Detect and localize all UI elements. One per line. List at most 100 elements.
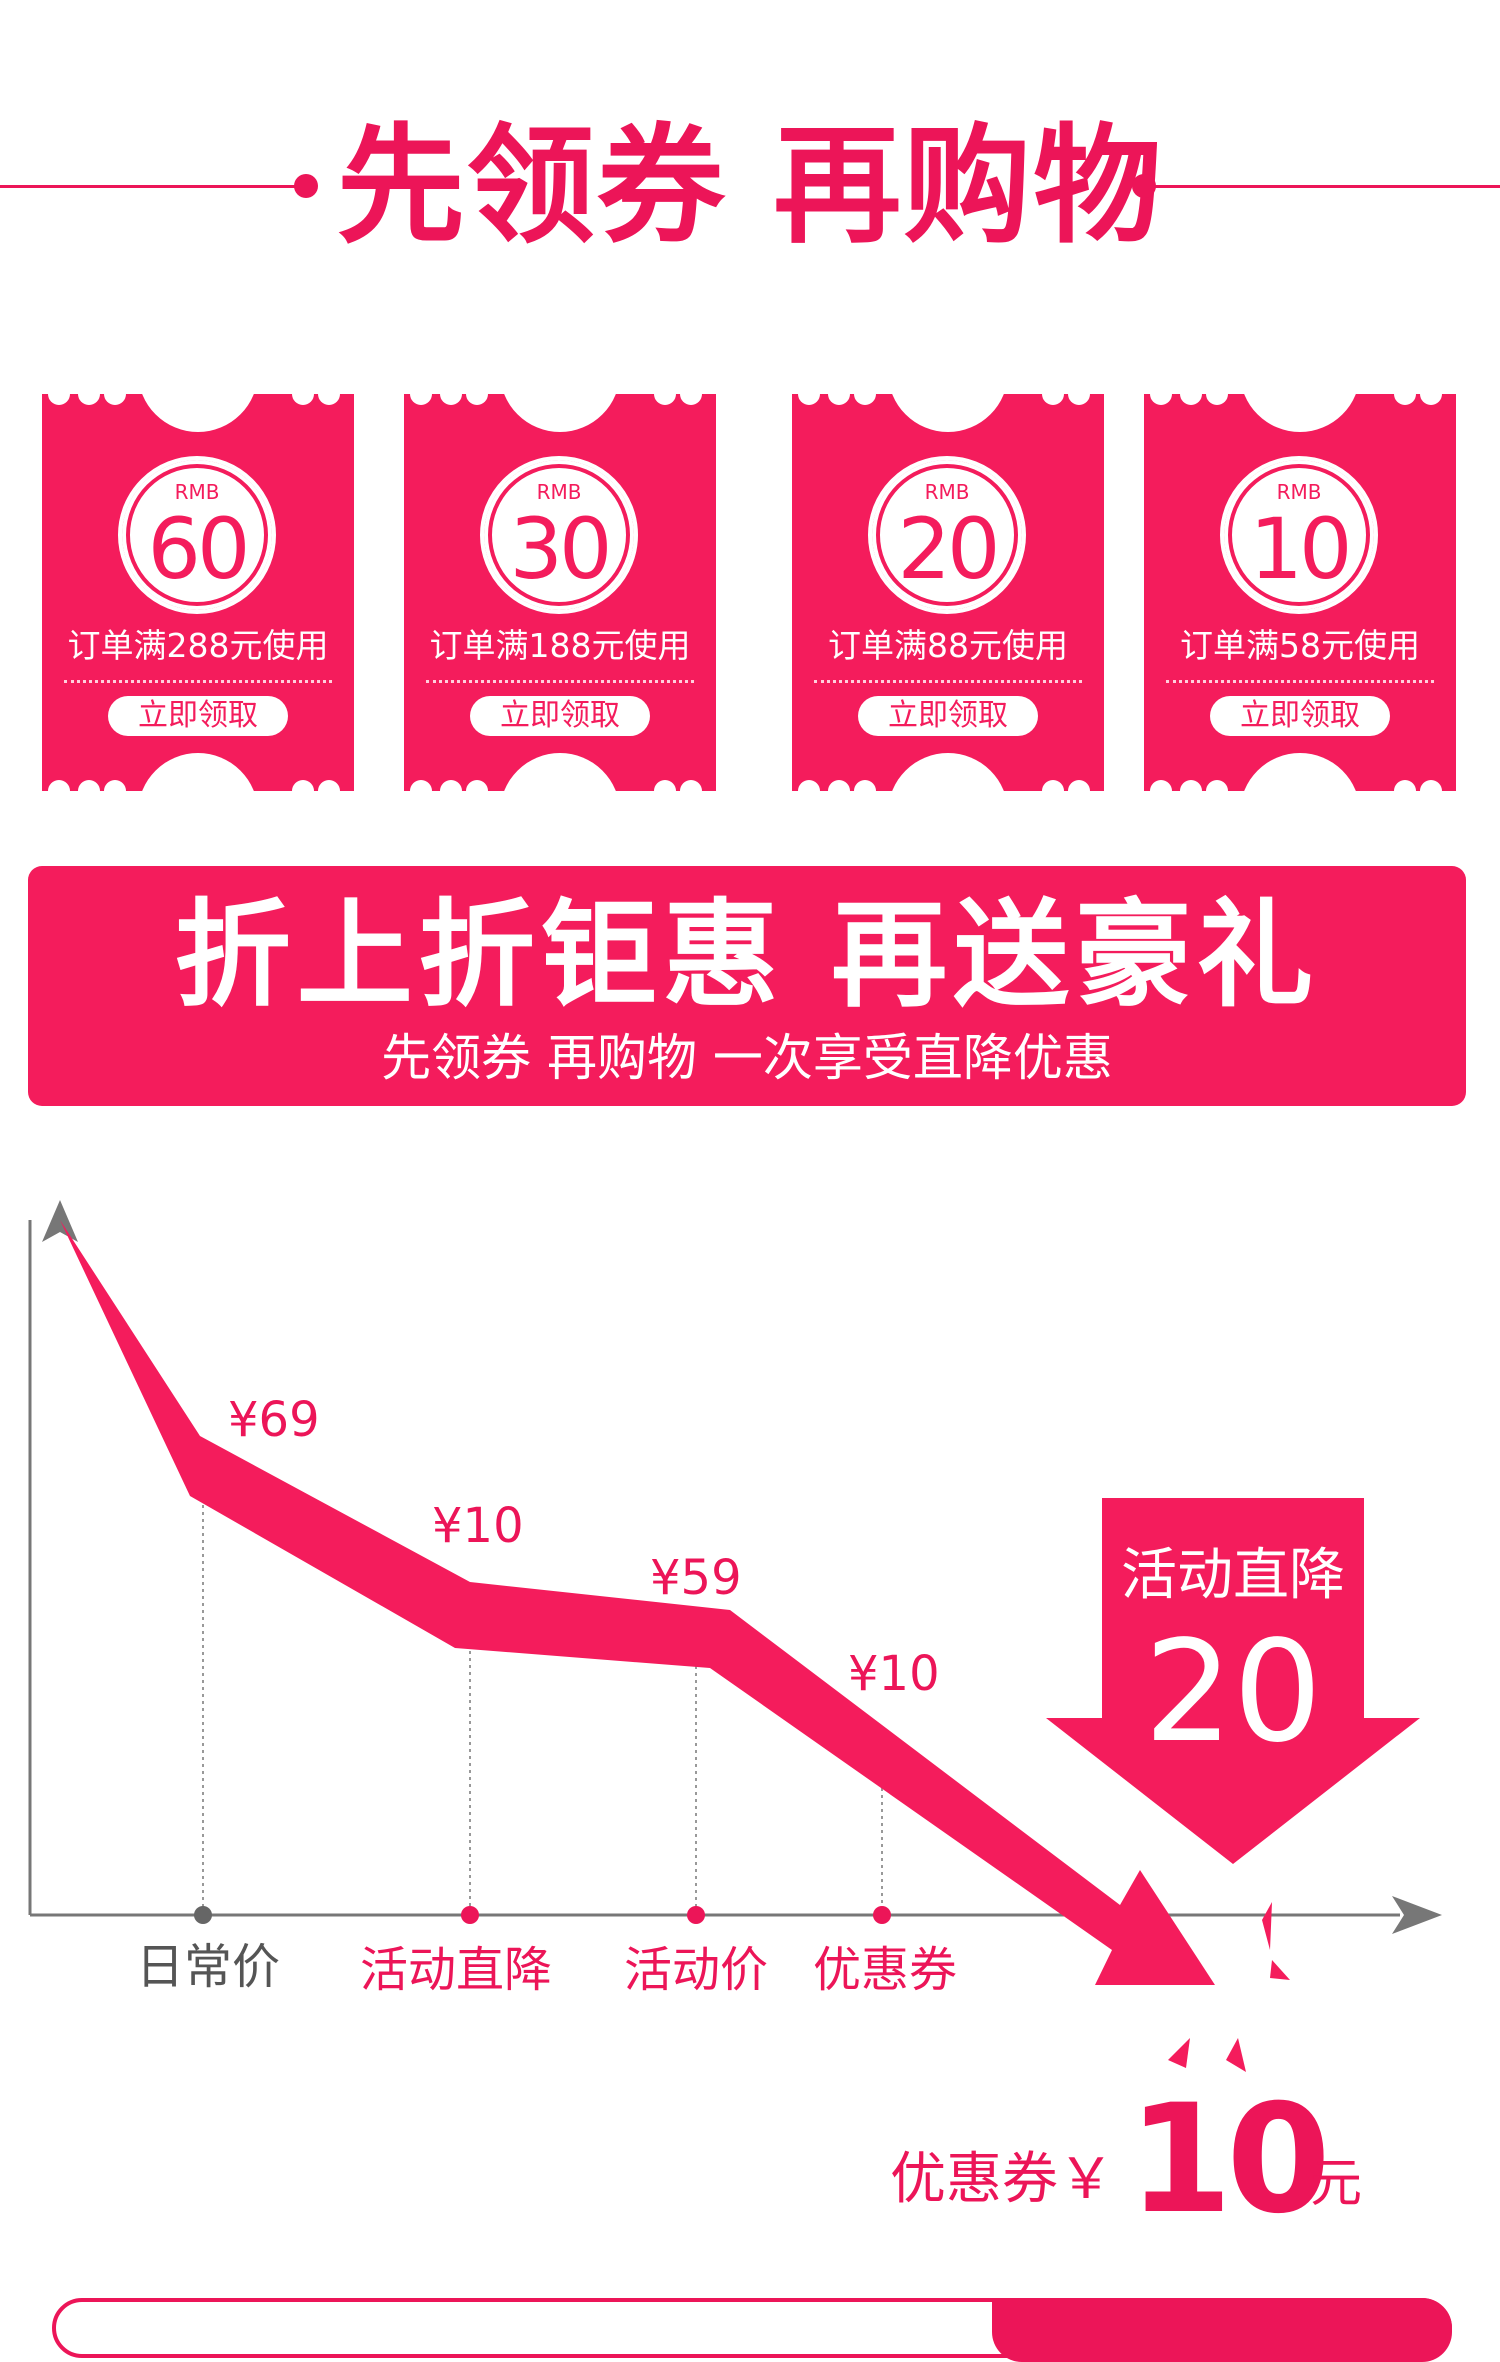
down-arrow-icon <box>1046 1498 1420 1864</box>
coupon-notch <box>48 394 70 405</box>
coupon-notch <box>78 394 100 405</box>
axis-marker <box>194 1906 212 1924</box>
coupon-notch <box>292 394 314 405</box>
x-axis-arrow <box>1392 1896 1442 1934</box>
header-right-line <box>1150 185 1500 188</box>
coupon-notch <box>410 394 432 405</box>
claim-coupon-button[interactable]: 立即领取 <box>1210 696 1390 736</box>
claim-coupon-button[interactable]: 立即领取 <box>858 696 1038 736</box>
coupon-divider <box>814 680 1082 683</box>
final-price-prefix: 优惠券￥ <box>890 2147 1114 2212</box>
bottom-action-cap[interactable] <box>992 2298 1452 2362</box>
coupon-notch <box>1150 780 1172 791</box>
coupon-notch <box>654 394 676 405</box>
sparkle <box>1270 1960 1290 1980</box>
coupon-notch <box>440 780 462 791</box>
category-label: 活动价 <box>624 1942 768 1998</box>
coupon-notch <box>104 780 126 791</box>
price-label: ¥59 <box>650 1550 742 1606</box>
coupon-notch <box>1150 394 1172 405</box>
coupon-notch <box>1206 780 1228 791</box>
coupon-notch <box>1394 394 1416 405</box>
coupon-value-circle: RMB 30 <box>480 456 638 614</box>
coupon-notch <box>318 780 340 791</box>
coupon-currency: RMB <box>174 480 220 504</box>
coupon-notch <box>1068 780 1090 791</box>
claim-coupon-button[interactable]: 立即领取 <box>108 696 288 736</box>
coupon-currency: RMB <box>1276 480 1322 504</box>
coupon-notch <box>1394 780 1416 791</box>
coupon-condition: 订单满58元使用 <box>1180 626 1420 665</box>
coupon-notch <box>292 780 314 791</box>
coupon-notch <box>48 780 70 791</box>
drop-badge-label: 活动直降 <box>1121 1543 1345 1608</box>
coupon-notch <box>500 394 620 432</box>
banner-subline: 先领券 再购物 一次享受直降优惠 <box>381 1029 1113 1087</box>
coupon-amount: 10 <box>1249 500 1353 598</box>
coupon-notch <box>1206 394 1228 405</box>
coupon-value-circle: RMB 60 <box>118 456 276 614</box>
coupon-notch <box>466 780 488 791</box>
claim-coupon-button[interactable]: 立即领取 <box>470 696 650 736</box>
coupon-divider <box>64 680 332 683</box>
coupon-amount: 30 <box>509 500 613 598</box>
axis-marker <box>461 1906 479 1924</box>
coupon-notch <box>828 394 850 405</box>
header-left-line <box>0 185 300 188</box>
coupon-currency: RMB <box>924 480 970 504</box>
coupon-currency: RMB <box>536 480 582 504</box>
coupon-notch <box>78 780 100 791</box>
page-title: 先领券 再购物 <box>336 112 1164 261</box>
coupon-notch <box>440 394 462 405</box>
y-axis-arrow <box>42 1200 78 1242</box>
coupon-notch <box>1240 394 1360 432</box>
category-label: 日常价 <box>136 1939 280 1995</box>
axis-marker <box>873 1906 891 1924</box>
coupon-notch <box>466 394 488 405</box>
coupon-notch <box>1042 394 1064 405</box>
coupon-divider <box>1166 680 1434 683</box>
coupon-value-circle: RMB 20 <box>868 456 1026 614</box>
coupon-card[interactable]: RMB 10 订单满58元使用 立即领取 <box>1144 394 1456 791</box>
bottom-action-bar[interactable] <box>52 2298 1452 2362</box>
coupon-notch <box>1180 394 1202 405</box>
coupon-notch <box>854 780 876 791</box>
coupon-card[interactable]: RMB 60 订单满288元使用 立即领取 <box>42 394 354 791</box>
coupon-notch <box>1180 780 1202 791</box>
coupon-amount: 60 <box>147 500 251 598</box>
coupon-notch <box>854 394 876 405</box>
price-label: ¥10 <box>848 1646 940 1702</box>
coupon-notch <box>318 394 340 405</box>
axis-marker <box>687 1906 705 1924</box>
coupon-notch <box>680 394 702 405</box>
coupon-condition: 订单满288元使用 <box>67 626 329 665</box>
final-price-value: 10 <box>1128 2073 1331 2247</box>
final-price-unit: 元 <box>1310 2154 1363 2214</box>
drop-badge-value: 20 <box>1143 1611 1323 1774</box>
coupon-card[interactable]: RMB 20 订单满88元使用 立即领取 <box>792 394 1104 791</box>
final-price: 优惠券￥ 10 元 <box>890 2080 1390 2240</box>
coupon-notch <box>1068 394 1090 405</box>
coupon-notch <box>104 394 126 405</box>
header-left-dot <box>294 174 318 198</box>
coupon-notch <box>1240 753 1360 791</box>
coupon-notch <box>888 394 1008 432</box>
coupon-notch <box>1420 780 1442 791</box>
coupon-notch <box>500 753 620 791</box>
sparkle <box>1262 1902 1272 1950</box>
category-label: 优惠券 <box>813 1942 957 1998</box>
price-drop-chart: ¥69 ¥10 ¥59 ¥10 日常价 活动直降 活动价 优惠券 <box>28 1200 1442 2072</box>
coupon-condition: 订单满188元使用 <box>429 626 691 665</box>
coupon-card[interactable]: RMB 30 订单满188元使用 立即领取 <box>404 394 716 791</box>
coupon-notch <box>654 780 676 791</box>
coupon-notch <box>410 780 432 791</box>
promo-banner: 折上折钜惠 再送豪礼 先领券 再购物 一次享受直降优惠 <box>28 866 1466 1106</box>
coupon-notch <box>1042 780 1064 791</box>
coupon-notch <box>828 780 850 791</box>
coupon-notch <box>138 394 258 432</box>
price-label: ¥10 <box>432 1498 524 1554</box>
sparkle <box>1168 2038 1190 2068</box>
category-label: 活动直降 <box>360 1942 552 1998</box>
sparkle <box>1226 2038 1246 2072</box>
coupon-amount: 20 <box>897 500 1001 598</box>
